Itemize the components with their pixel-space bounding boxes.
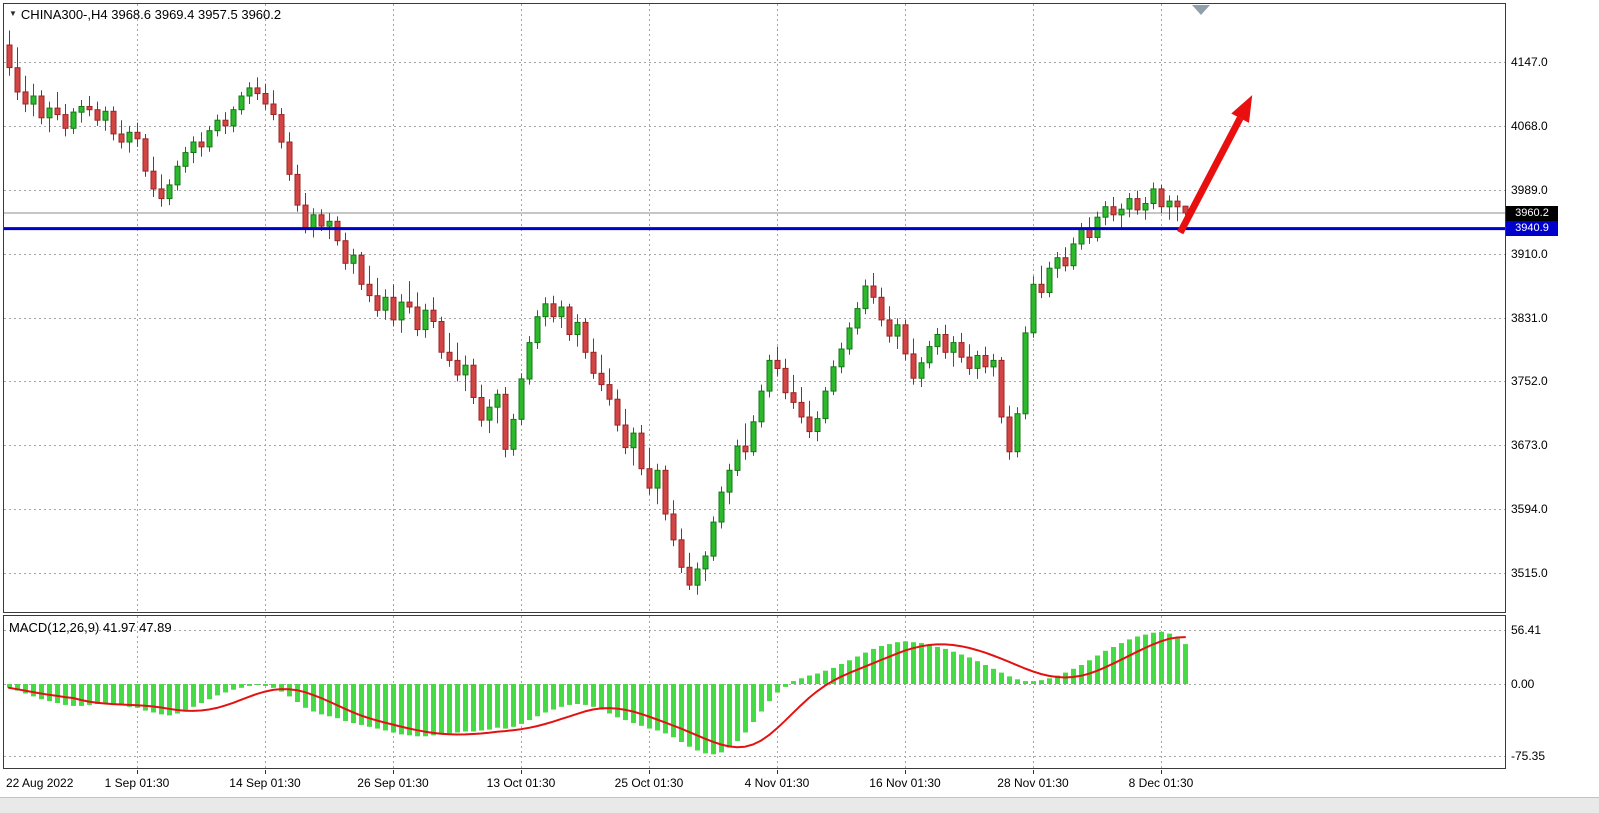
macd-histogram [7, 631, 1188, 755]
symbol-ohlc-text: CHINA300-,H4 3968.6 3969.4 3957.5 3960.2 [20, 7, 282, 22]
macd-signal-line [8, 636, 1186, 749]
date-ticks [137, 770, 1162, 774]
main-chart-panel[interactable] [3, 3, 1506, 613]
symbol-dropdown-icon: ▼ [9, 9, 17, 18]
grid-lines [4, 4, 1505, 768]
scroll-marker-icon [1192, 5, 1210, 15]
candlestick-series [6, 30, 1189, 595]
symbol-ohlc-label: ▼ CHINA300-,H4 3968.6 3969.4 3957.5 3960… [9, 7, 281, 22]
hline-price-badge: 3940.9 [1506, 221, 1558, 237]
window-bottom-edge [0, 797, 1599, 813]
current-price-badge: 3960.2 [1506, 205, 1558, 221]
trend-arrow[interactable] [1177, 95, 1253, 235]
macd-indicator-label: MACD(12,26,9) 41.97 47.89 [9, 620, 172, 635]
